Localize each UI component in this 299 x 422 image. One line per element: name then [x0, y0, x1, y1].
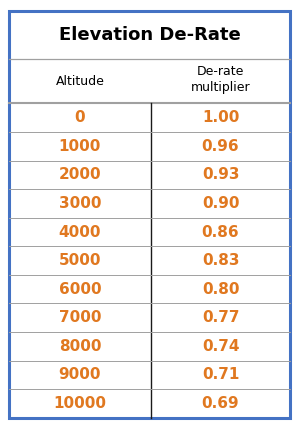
- Text: 0.71: 0.71: [202, 368, 239, 382]
- Text: Elevation De-Rate: Elevation De-Rate: [59, 26, 240, 44]
- Text: 0.96: 0.96: [202, 139, 239, 154]
- Text: 6000: 6000: [59, 281, 101, 297]
- Text: 0: 0: [75, 110, 85, 125]
- Text: 0.74: 0.74: [202, 339, 239, 354]
- Text: 4000: 4000: [59, 225, 101, 240]
- Text: 7000: 7000: [59, 310, 101, 325]
- Text: 0.93: 0.93: [202, 168, 239, 182]
- Text: 0.69: 0.69: [202, 396, 239, 411]
- Text: 0.86: 0.86: [202, 225, 239, 240]
- Text: 1000: 1000: [59, 139, 101, 154]
- Text: 0.80: 0.80: [202, 281, 239, 297]
- Text: De-rate
multiplier: De-rate multiplier: [191, 65, 250, 94]
- Text: 9000: 9000: [59, 368, 101, 382]
- Text: 2000: 2000: [59, 168, 101, 182]
- Text: 8000: 8000: [59, 339, 101, 354]
- Text: 1.00: 1.00: [202, 110, 239, 125]
- Text: 0.83: 0.83: [202, 253, 239, 268]
- Text: 0.90: 0.90: [202, 196, 239, 211]
- Text: 5000: 5000: [59, 253, 101, 268]
- Text: 0.77: 0.77: [202, 310, 239, 325]
- Text: 10000: 10000: [54, 396, 106, 411]
- Text: 3000: 3000: [59, 196, 101, 211]
- Text: Altitude: Altitude: [56, 75, 104, 88]
